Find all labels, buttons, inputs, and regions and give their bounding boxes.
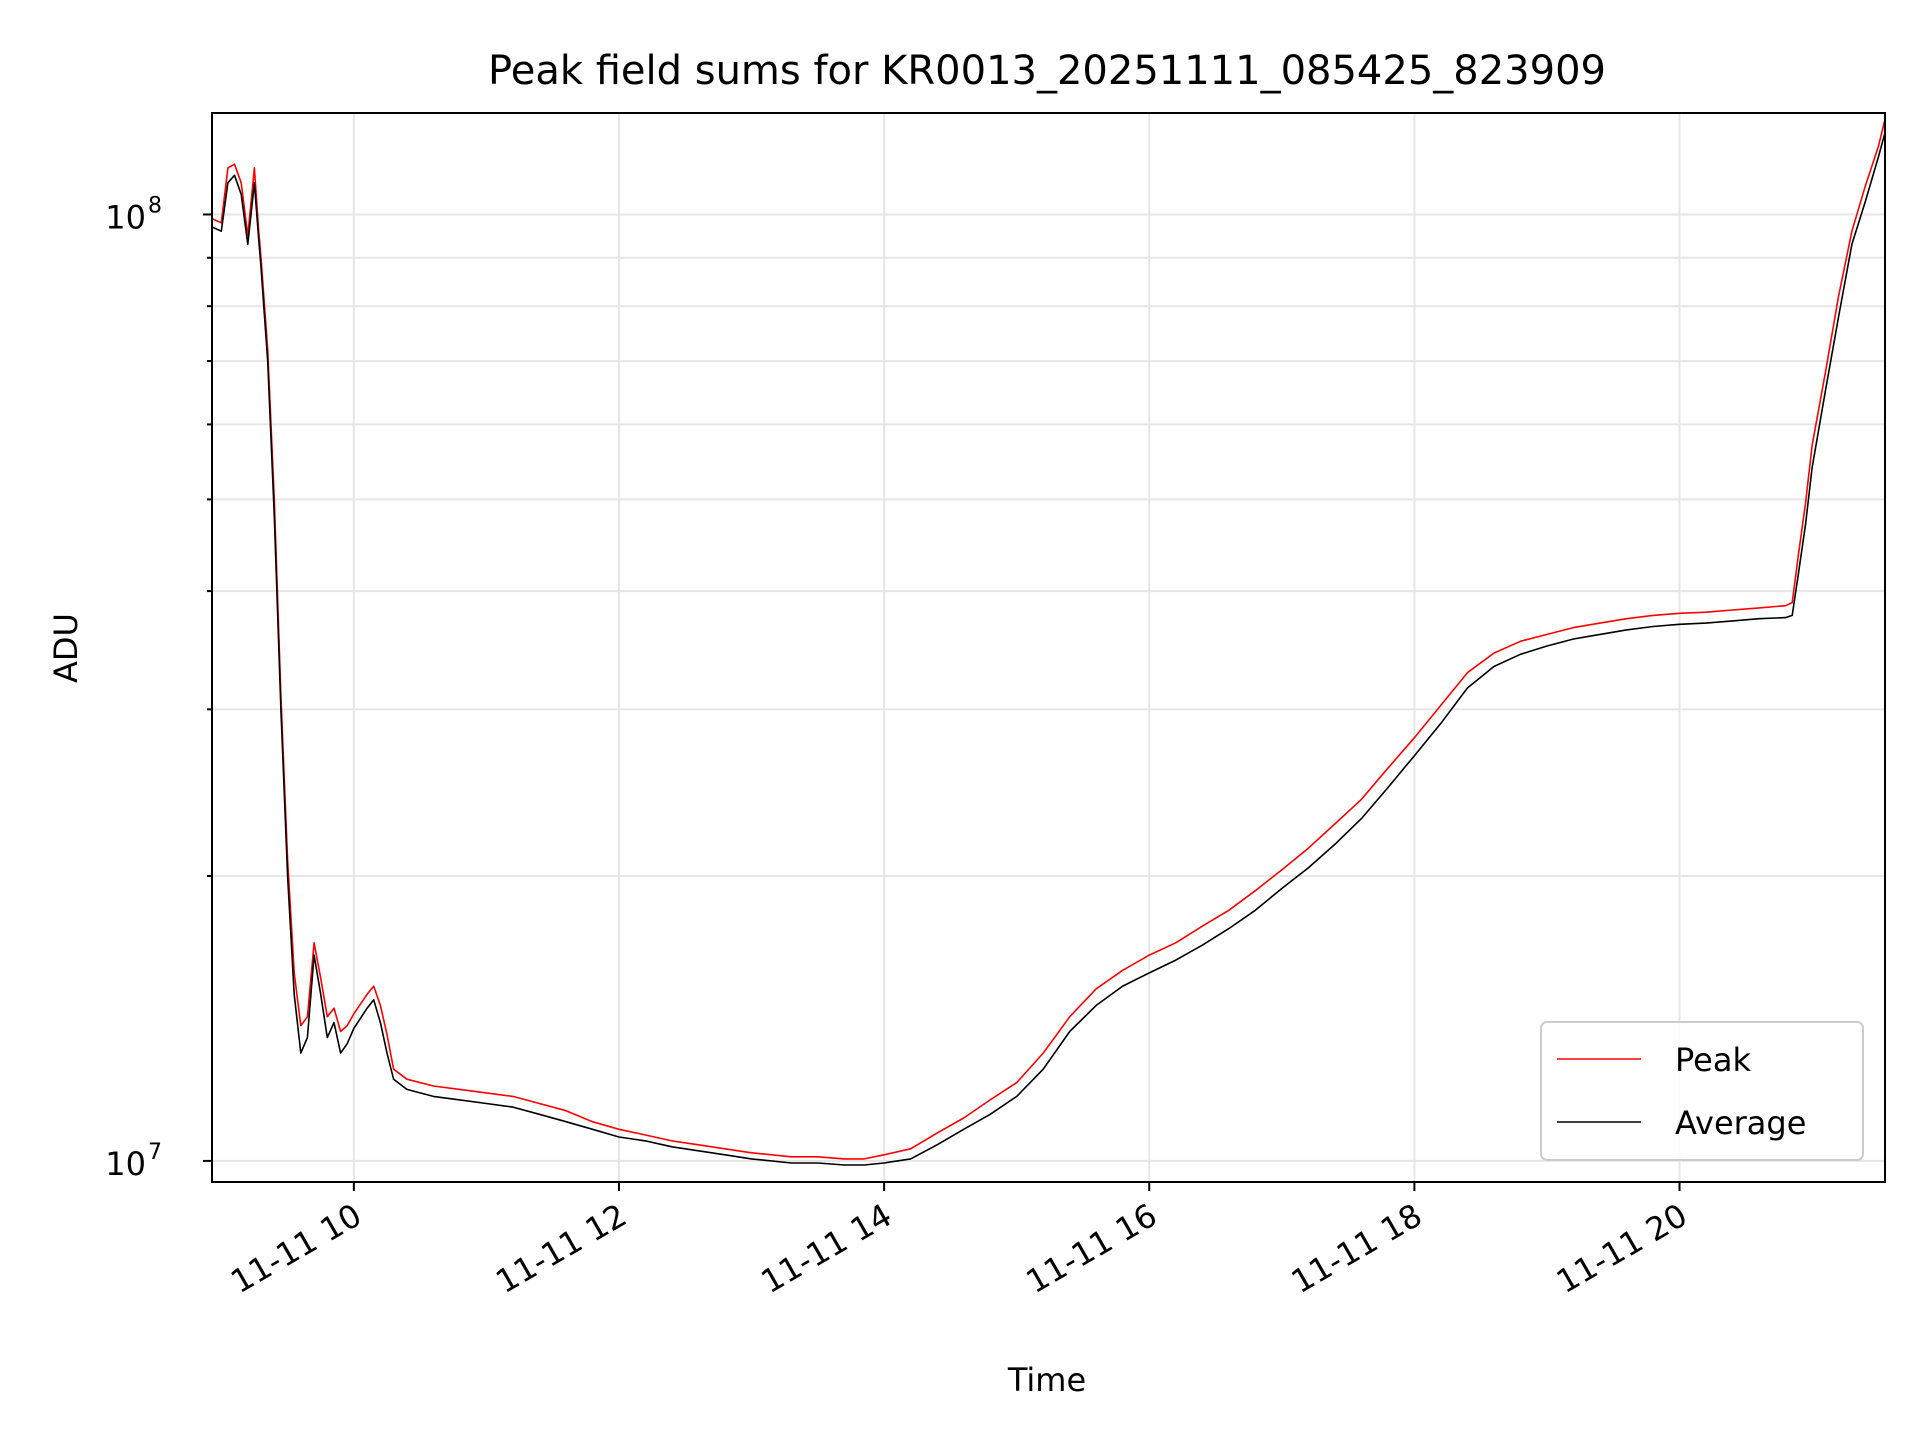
series-layer bbox=[211, 118, 1886, 1166]
y-tick-label: 10 bbox=[105, 1145, 146, 1183]
legend: Peak Average bbox=[1540, 1021, 1864, 1161]
plot-area bbox=[211, 112, 1886, 1183]
legend-label-peak: Peak bbox=[1675, 1041, 1751, 1079]
plot-frame bbox=[211, 112, 1886, 1183]
legend-label-average: Average bbox=[1675, 1104, 1806, 1142]
y-tick-exponent: 7 bbox=[148, 1140, 162, 1165]
legend-box bbox=[1540, 1021, 1864, 1161]
series-line-average bbox=[211, 131, 1886, 1166]
plot-background bbox=[212, 113, 1885, 1182]
y-tick-label: 10 bbox=[105, 198, 146, 236]
series-line-peak bbox=[211, 118, 1886, 1160]
y-tick-exponent: 8 bbox=[148, 193, 162, 218]
chart-title: Peak field sums for KR0013_20251111_0854… bbox=[488, 48, 1606, 94]
x-axis-label: Time bbox=[1007, 1361, 1086, 1399]
y-axis-label: ADU bbox=[47, 613, 85, 683]
